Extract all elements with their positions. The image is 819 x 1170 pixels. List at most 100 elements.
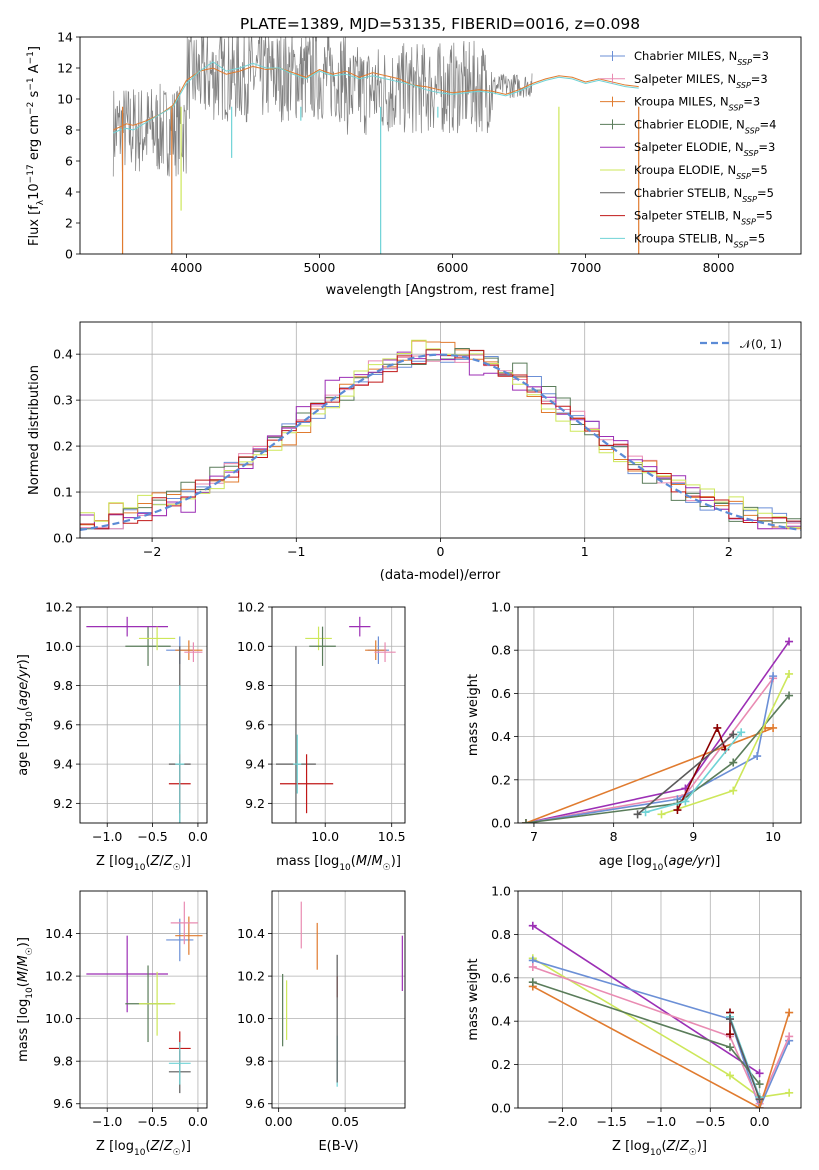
y-tick-label: 0.3 — [53, 393, 73, 408]
y-tick-label: 9.4 — [245, 757, 265, 772]
y-tick-label: 0.0 — [491, 1101, 511, 1116]
y-tick-label: 9.6 — [245, 1096, 265, 1111]
plot-area-spectrum — [112, 37, 640, 254]
y-tick-label: 9.2 — [53, 796, 73, 811]
errorbar-point-1 — [125, 626, 171, 666]
weight-marker — [726, 1015, 735, 1024]
x-tick-label: 6000 — [437, 260, 469, 275]
histogram-series-6 — [80, 349, 801, 530]
weight-series-0 — [525, 641, 790, 823]
axes-age_vs_Z: −1.0 −0.5 0.0 9.2 9.4 9.6 9.8 10.0 10.2 Z [log10(… — [16, 600, 208, 874]
x-tick-label: 9 — [689, 829, 697, 844]
y-axis-label: age [log10(age/yr)] — [16, 654, 35, 776]
figure-title: PLATE=1389, MJD=53135, FIBERID=0016, z=0… — [240, 15, 640, 33]
axes-frame — [79, 36, 802, 255]
y-tick-label: 10.0 — [45, 639, 73, 654]
plot-area-mass_vs_EBV — [282, 901, 403, 1087]
axes-residuals: −2 −1 0 1 2 0.0 0.1 0.2 0.3 0.4 𝒩(0, 1) (data-model… — [27, 321, 802, 583]
y-tick-label: 0.1 — [53, 485, 73, 500]
y-tick-label: 9.6 — [245, 717, 265, 732]
axes-frame — [271, 606, 406, 824]
weight-series-3 — [525, 727, 774, 823]
weight-marker — [657, 810, 666, 819]
y-tick-label: 12 — [57, 61, 73, 76]
y-tick-label: 10.4 — [237, 926, 265, 941]
plot-area-weight_vs_Z — [528, 921, 794, 1108]
errorbar-point-2 — [309, 626, 336, 666]
axes-frame — [79, 321, 802, 539]
y-tick-label: 9.8 — [245, 1054, 265, 1069]
plot-area-age_vs_Z — [86, 616, 203, 823]
spectrum-series-0 — [113, 65, 639, 131]
errorbar-point-5 — [374, 642, 396, 662]
legend-label: Salpeter STELIB, NSSP=5 — [634, 209, 773, 227]
spectrum-noisy-line — [112, 37, 533, 177]
y-tick-label: 10.0 — [237, 639, 265, 654]
weight-marker — [528, 921, 537, 930]
weight-series-1 — [532, 957, 790, 1098]
x-tick-label: 10 — [765, 829, 781, 844]
y-tick-label: 14 — [57, 30, 73, 45]
plot-area-age_vs_mass — [275, 616, 396, 823]
legend-label: Chabrier ELODIE, NSSP=4 — [634, 117, 776, 135]
x-tick-label: 8 — [610, 829, 618, 844]
x-axis-label: Z [log10(Z/Z☉)] — [96, 1139, 191, 1158]
errorbar-point-0 — [86, 616, 168, 637]
y-tick-label: 0.2 — [491, 1057, 511, 1072]
y-tick-label: 10.4 — [45, 926, 73, 941]
legend-label: Salpeter ELODIE, NSSP=3 — [634, 140, 775, 158]
y-axis-label: mass weight — [466, 958, 481, 1040]
x-axis-label: wavelength [Angstrom, rest frame] — [326, 283, 555, 298]
x-axis-label: Z [log10(Z/Z☉)] — [612, 1139, 707, 1158]
weight-marker — [726, 1030, 735, 1039]
x-tick-label: −0.5 — [137, 1114, 167, 1129]
weight-marker — [673, 806, 682, 815]
x-tick-label: 0 — [437, 544, 445, 559]
plot-area-residuals — [80, 339, 801, 532]
weight-marker — [785, 1008, 794, 1017]
y-tick-label: 0.0 — [53, 531, 73, 546]
y-tick-label: 0.2 — [491, 772, 511, 787]
weight-marker — [769, 723, 778, 732]
x-tick-label: 0.0 — [750, 1114, 770, 1129]
y-tick-label: 10.0 — [237, 1011, 265, 1026]
y-tick-label: 10 — [57, 92, 73, 107]
weight-marker — [528, 962, 537, 971]
y-tick-label: 10.2 — [45, 969, 73, 984]
x-tick-label: 0.00 — [265, 1114, 293, 1129]
y-tick-label: 8 — [65, 123, 73, 138]
weight-series-8 — [637, 733, 734, 815]
x-tick-label: −1.0 — [92, 1114, 122, 1129]
weight-marker — [769, 672, 778, 681]
legend-label: Kroupa STELIB, NSSP=5 — [634, 231, 765, 249]
axes-spectrum: 4000 5000 6000 7000 8000 0 2 4 6 8 10 12 14 wavelengt… — [26, 30, 802, 298]
x-tick-label: −0.5 — [137, 829, 167, 844]
weight-series-2 — [532, 959, 790, 1108]
y-tick-label: 0.6 — [491, 686, 511, 701]
weight-marker — [726, 1043, 735, 1052]
y-tick-label: 1.0 — [491, 884, 511, 899]
axes-frame — [79, 890, 208, 1109]
weight-marker — [755, 1069, 764, 1078]
x-axis-label: (data-model)/error — [380, 568, 501, 583]
weight-series-1 — [525, 677, 774, 823]
axes-frame — [271, 890, 406, 1109]
weight-series-3 — [532, 966, 790, 1106]
errorbar-point-7 — [279, 754, 334, 814]
x-tick-label: −1 — [287, 544, 305, 559]
axes-frame — [517, 890, 802, 1109]
weight-marker — [755, 1104, 764, 1108]
weight-marker — [633, 810, 642, 819]
y-tick-label: 9.4 — [53, 757, 73, 772]
errorbar-point-2 — [138, 626, 176, 651]
weight-series-4 — [525, 695, 790, 823]
y-tick-label: 4 — [65, 185, 73, 200]
y-tick-label: 10.2 — [45, 600, 73, 615]
legend-label: Kroupa MILES, NSSP=3 — [634, 95, 760, 113]
y-tick-label: 0.6 — [491, 970, 511, 985]
legend-label: Chabrier MILES, NSSP=3 — [634, 49, 769, 67]
y-tick-label: 9.8 — [245, 678, 265, 693]
x-tick-label: 4000 — [171, 260, 203, 275]
weight-series-5 — [532, 981, 761, 1085]
x-axis-label: E(B-V) — [318, 1139, 358, 1154]
